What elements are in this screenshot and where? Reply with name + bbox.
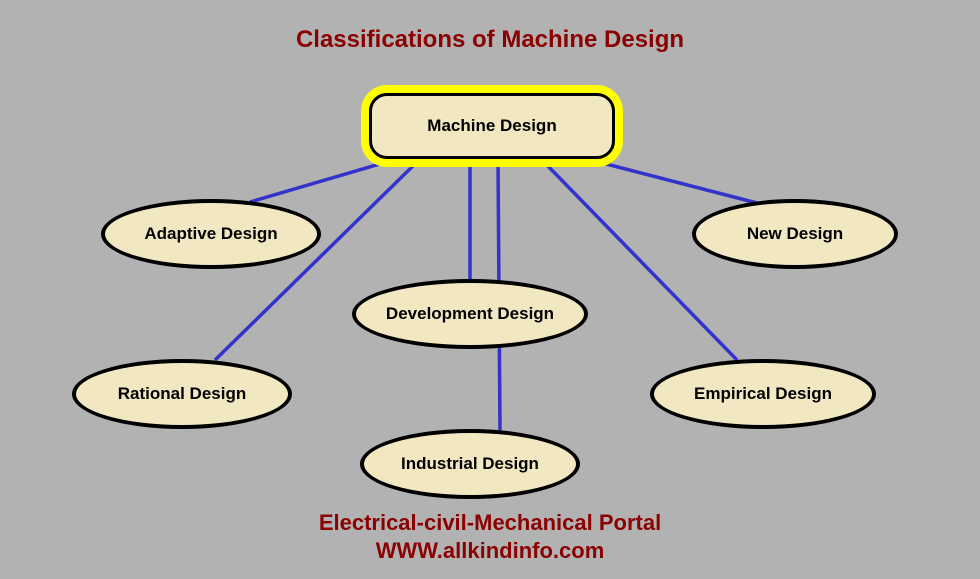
node-label-industrial: Industrial Design xyxy=(401,454,539,474)
node-empirical: Empirical Design xyxy=(650,359,876,429)
diagram-title: Classifications of Machine Design xyxy=(0,26,980,54)
node-new: New Design xyxy=(692,199,898,269)
footer-line-2: WWW.allkindinfo.com xyxy=(0,538,980,564)
root-node-label: Machine Design xyxy=(427,116,556,136)
node-adaptive: Adaptive Design xyxy=(101,199,321,269)
node-label-new: New Design xyxy=(747,224,843,244)
node-rational: Rational Design xyxy=(72,359,292,429)
footer-line-1: Electrical-civil-Mechanical Portal xyxy=(0,510,980,536)
root-node: Machine Design xyxy=(369,93,615,159)
node-label-adaptive: Adaptive Design xyxy=(144,224,277,244)
node-label-development: Development Design xyxy=(386,304,554,324)
node-label-rational: Rational Design xyxy=(118,384,246,404)
node-development: Development Design xyxy=(352,279,588,349)
node-industrial: Industrial Design xyxy=(360,429,580,499)
node-label-empirical: Empirical Design xyxy=(694,384,832,404)
